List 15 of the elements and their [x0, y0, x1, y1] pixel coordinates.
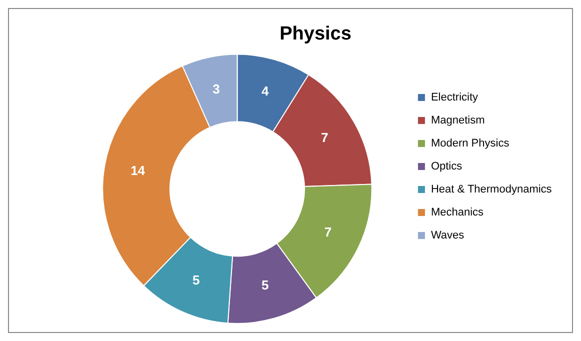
- legend-label: Magnetism: [430, 114, 485, 127]
- legend-label: Heat & Thermodynamics: [430, 184, 552, 196]
- legend-label: Waves: [430, 230, 465, 242]
- data-label: 5: [192, 272, 200, 288]
- legend-label: Modern Physics: [430, 138, 510, 150]
- data-label: 7: [324, 224, 332, 240]
- data-label: 3: [212, 82, 220, 97]
- data-label: 5: [261, 278, 269, 293]
- data-label: 14: [130, 162, 146, 178]
- data-label: 4: [261, 83, 270, 98]
- legend-label: Mechanics: [430, 206, 484, 219]
- legend-label: Optics: [430, 160, 463, 173]
- chart-title: Physics: [280, 24, 352, 45]
- legend-label: Electricity: [430, 92, 479, 104]
- data-label: 7: [321, 130, 328, 146]
